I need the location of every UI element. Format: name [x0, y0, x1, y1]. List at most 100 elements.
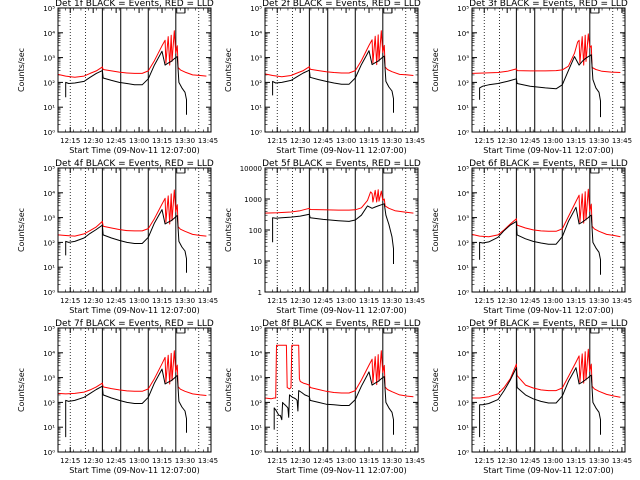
x-tick-label: 12:30 [83, 457, 103, 465]
y-tick-label: 10⁴ [457, 350, 469, 358]
x-tick-label: 13:00 [336, 457, 356, 465]
lld-series-line [57, 30, 207, 78]
x-tick-label: 12:30 [497, 457, 517, 465]
y-tick-label: 10000 [240, 165, 262, 173]
y-tick-label: 10¹ [457, 264, 469, 272]
panel-det-9f: Det 9f BLACK = Events, RED = LLD Counts/s… [431, 319, 632, 475]
x-tick-label: 13:30 [589, 137, 609, 145]
x-axis-label: Start Time (09-Nov-11 12:07:00) [276, 146, 406, 155]
panel-det-4f: Det 4f BLACK = Events, RED = LLD Counts/s… [17, 159, 218, 315]
y-tick-label: 10³ [43, 375, 55, 383]
x-tick-label: 13:15 [566, 297, 586, 305]
y-tick-label: 10¹ [43, 424, 55, 432]
events-series-line [65, 368, 187, 438]
plot-frame [264, 327, 419, 453]
x-tick-label: 13:00 [129, 457, 149, 465]
x-tick-label: 13:00 [336, 137, 356, 145]
lld-series-line [264, 30, 414, 78]
x-axis-label: Start Time (09-Nov-11 12:07:00) [69, 306, 199, 315]
x-tick-label: 13:30 [175, 137, 195, 145]
lld-series-line [264, 344, 414, 400]
x-tick-label: 12:45 [313, 137, 333, 145]
lld-series-line [472, 348, 621, 399]
x-tick-label: 12:15 [267, 137, 287, 145]
lld-series-line [471, 188, 621, 238]
y-tick-label: 10⁰ [457, 129, 469, 137]
x-tick-label: 13:15 [152, 457, 172, 465]
y-tick-label: 10⁴ [43, 30, 55, 38]
x-tick-label: 12:45 [106, 297, 126, 305]
y-tick-label: 10³ [250, 375, 262, 383]
y-tick-label: 10¹ [250, 424, 262, 432]
y-tick-label: 1000 [244, 196, 262, 204]
y-tick-label: 10⁵ [457, 325, 469, 333]
x-tick-label: 12:15 [474, 297, 494, 305]
events-series-line [65, 209, 187, 273]
panel-det-3f: Det 3f BLACK = Events, RED = LLD Counts/s… [431, 0, 632, 155]
x-tick-label: 13:00 [129, 297, 149, 305]
panel-det-7f: Det 7f BLACK = Events, RED = LLD Counts/s… [17, 319, 218, 475]
x-tick-label: 12:45 [106, 137, 126, 145]
panel-det-1f: Det 1f BLACK = Events, RED = LLD Counts/s… [17, 0, 218, 155]
y-axis-label: Counts/sec [224, 48, 233, 92]
y-tick-label: 10⁴ [457, 30, 469, 38]
x-tick-label: 13:30 [382, 137, 402, 145]
events-series-line [479, 54, 601, 118]
x-tick-label: 12:15 [60, 457, 80, 465]
y-tick-label: 10² [43, 399, 55, 407]
lld-series-line [264, 189, 414, 214]
events-series-line [273, 371, 394, 435]
y-tick-label: 10⁴ [43, 350, 55, 358]
x-tick-label: 12:30 [290, 457, 310, 465]
y-tick-label: 10⁴ [250, 30, 262, 38]
x-tick-label: 13:30 [175, 457, 195, 465]
y-axis-label: Counts/sec [17, 368, 26, 412]
y-tick-label: 10⁰ [43, 129, 55, 137]
x-tick-label: 12:30 [83, 137, 103, 145]
x-tick-label: 12:15 [474, 457, 494, 465]
lld-series-line [57, 350, 207, 396]
lld-series-line [471, 33, 621, 74]
x-tick-label: 12:30 [290, 137, 310, 145]
panel-title: Det 4f BLACK = Events, RED = LLD [55, 159, 214, 169]
x-tick-label: 13:00 [543, 457, 563, 465]
x-tick-label: 13:00 [129, 137, 149, 145]
panel-title: Det 3f BLACK = Events, RED = LLD [469, 0, 628, 9]
events-series-line [479, 206, 601, 275]
x-tick-label: 12:15 [60, 137, 80, 145]
x-tick-label: 12:45 [106, 457, 126, 465]
y-tick-label: 10² [457, 79, 469, 87]
y-axis-label: Counts/sec [17, 48, 26, 92]
y-tick-label: 10⁵ [457, 5, 469, 13]
x-tick-label: 13:00 [336, 297, 356, 305]
panel-det-6f: Det 6f BLACK = Events, RED = LLD Counts/s… [431, 159, 632, 315]
x-tick-label: 13:15 [359, 137, 379, 145]
y-tick-label: 10⁰ [250, 449, 262, 457]
plot-frame [57, 7, 212, 133]
x-tick-label: 13:30 [175, 297, 195, 305]
x-tick-label: 13:15 [566, 137, 586, 145]
x-tick-label: 13:15 [359, 457, 379, 465]
y-tick-label: 10² [457, 239, 469, 247]
panel-title: Det 5f BLACK = Events, RED = LLD [262, 159, 421, 169]
plot-frame [264, 7, 419, 133]
y-tick-label: 10⁴ [43, 190, 55, 198]
panel-det-5f: Det 5f BLACK = Events, RED = LLD Counts/s… [224, 159, 425, 315]
x-axis-label: Start Time (09-Nov-11 12:07:00) [483, 306, 613, 315]
x-tick-label: 13:00 [543, 137, 563, 145]
y-tick-label: 10⁵ [250, 5, 262, 13]
plot-frame [471, 167, 626, 293]
y-tick-label: 10⁵ [250, 325, 262, 333]
x-tick-label: 12:15 [267, 457, 287, 465]
y-tick-label: 10³ [43, 55, 55, 63]
panel-title: Det 8f BLACK = Events, RED = LLD [262, 319, 421, 329]
y-axis-label: Counts/sec [431, 208, 440, 252]
x-tick-label: 12:30 [83, 297, 103, 305]
events-series-line [272, 50, 394, 113]
y-tick-label: 10⁰ [457, 289, 469, 297]
x-tick-label: 13:15 [152, 297, 172, 305]
x-tick-label: 12:15 [267, 297, 287, 305]
panel-title: Det 2f BLACK = Events, RED = LLD [262, 0, 421, 9]
x-tick-label: 13:45 [405, 137, 425, 145]
